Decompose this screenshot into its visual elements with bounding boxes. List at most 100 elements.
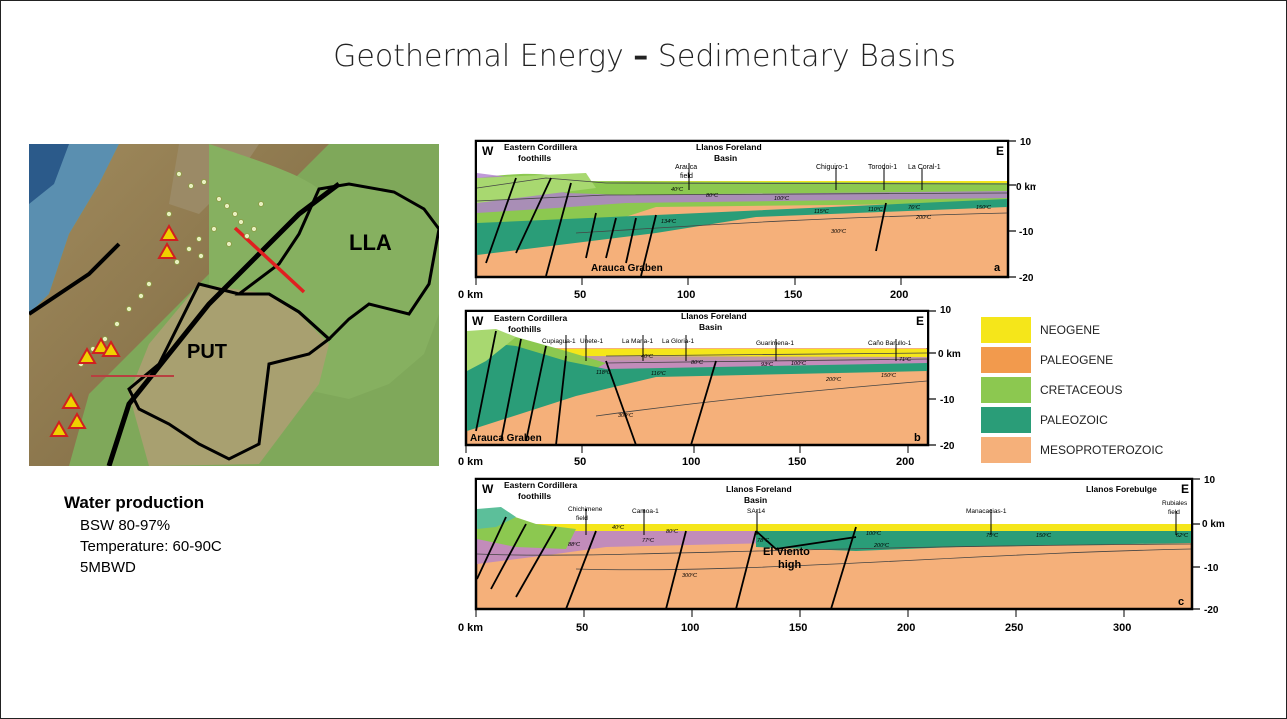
well-rubiales: Rubiales — [1162, 500, 1188, 507]
svg-text:71ºC: 71ºC — [899, 356, 911, 363]
andes-mountains — [29, 144, 329, 466]
depth-axis — [1191, 478, 1200, 610]
svg-text:62ºC: 62ºC — [1176, 532, 1188, 539]
depth-tick-10: 10 — [940, 305, 952, 316]
legend-swatch-neogene — [981, 317, 1031, 343]
paleogene-layer — [477, 173, 1007, 213]
slide-title: Geothermal Energy – Sedimentary Basins — [1, 39, 1287, 74]
x-tick-100: 100 — [681, 622, 699, 634]
sea-area — [29, 144, 119, 314]
depth-tick-m10: -10 — [1204, 563, 1219, 574]
svg-text:75ºC: 75ºC — [986, 532, 998, 539]
svg-text:40ºC: 40ºC — [641, 353, 653, 360]
region-llanos: Llanos Foreland — [696, 142, 762, 152]
legend-swatch-mesoproterozoic — [981, 437, 1031, 463]
water-production-info: Water production BSW 80-97% Temperature:… — [64, 493, 222, 578]
isotherm-80 — [605, 358, 928, 364]
svg-text:300ºC: 300ºC — [618, 412, 633, 419]
isotherm-200 — [476, 543, 1192, 556]
basin-map: LLA PUT — [29, 144, 439, 466]
svg-text:200ºC: 200ºC — [915, 214, 931, 221]
svg-text:200ºC: 200ºC — [873, 542, 889, 549]
svg-text:200ºC: 200ºC — [825, 376, 841, 383]
info-line-volume: 5MBWD — [80, 559, 136, 576]
legend: NEOGENE PALEOGENE CRETACEOUS PALEOZOIC M… — [981, 315, 1163, 465]
high-label-2: high — [778, 559, 801, 571]
well-chichimene-field: field — [576, 515, 588, 522]
svg-text:78ºC: 78ºC — [757, 537, 769, 544]
east-label: E — [916, 314, 924, 328]
graben-label: Arauca Graben — [591, 263, 663, 274]
svg-text:76ºC: 76ºC — [908, 204, 920, 211]
svg-text:88ºC: 88ºC — [568, 541, 580, 548]
depth-tick-10: 10 — [1204, 475, 1216, 486]
isotherm-40 — [605, 352, 928, 357]
isotherm-40 — [476, 177, 1008, 189]
region-cordillera: Eastern Cordillera — [494, 313, 567, 323]
foothills-block — [477, 507, 516, 529]
legend-swatch-paleogene — [981, 347, 1031, 373]
region-foothills: foothills — [518, 153, 551, 163]
well-la-maria: La Maria-1 — [622, 338, 653, 345]
x-tick-100: 100 — [677, 289, 695, 301]
svg-text:300ºC: 300ºC — [682, 572, 697, 579]
x-tick-0: 0 km — [458, 456, 483, 468]
graben-label: Arauca Graben — [470, 433, 542, 444]
depth-tick-m20: -20 — [940, 441, 955, 452]
well-torodoi: Torodoi-1 — [868, 164, 897, 171]
x-tick-200: 200 — [897, 622, 915, 634]
temperature-labels: 40ºC 80ºC 100ºC 134ºC 115ºC 110ºC 76ºC 2… — [661, 186, 991, 235]
depth-axis — [1007, 140, 1016, 278]
neogene-layer — [536, 524, 1191, 531]
svg-text:150ºC: 150ºC — [1036, 532, 1051, 539]
x-tick-50: 50 — [576, 622, 588, 634]
west-label: W — [472, 314, 484, 328]
put-boundary — [127, 282, 332, 461]
title-dash: – — [633, 39, 649, 74]
temperature-labels: 40ºC 80ºC 88ºC 77ºC 78ºC 100ºC 200ºC 75º… — [568, 524, 1188, 579]
legend-item-cretaceous: CRETACEOUS — [981, 375, 1163, 405]
isotherm-300 — [575, 548, 1192, 571]
paleozoic-layer — [477, 199, 1007, 255]
legend-label-neogene: NEOGENE — [1040, 323, 1101, 337]
well-la-coral: La Coral-1 — [908, 164, 941, 171]
svg-text:100ºC: 100ºC — [791, 360, 806, 367]
coast-boundary — [29, 242, 121, 316]
x-tick-200: 200 — [896, 456, 914, 468]
x-tick-150: 150 — [789, 622, 807, 634]
faults — [476, 516, 857, 610]
x-tick-50: 50 — [574, 289, 586, 301]
x-tick-0: 0 km — [458, 289, 483, 301]
legend-label-paleozoic: PALEOZOIC — [1040, 413, 1108, 427]
cross-section-b: W E Eastern Cordillera foothills Llanos … — [458, 305, 961, 468]
x-tick-150: 150 — [788, 456, 806, 468]
region-basin: Basin — [714, 153, 737, 163]
panel-label: b — [914, 432, 921, 444]
well-chiguiro: Chiguiro-1 — [816, 164, 848, 171]
cretaceous-layer — [477, 173, 1007, 245]
x-axis — [465, 445, 909, 453]
legend-swatch-paleozoic — [981, 407, 1031, 433]
deep-sea-area — [29, 144, 69, 204]
depth-tick-m10: -10 — [1019, 227, 1034, 238]
depth-tick-0: 0 km — [1202, 519, 1225, 530]
isotherm-300 — [575, 212, 1008, 234]
panel-label: c — [1178, 596, 1184, 608]
cross-section-c: W E Eastern Cordillera foothills Llanos … — [458, 475, 1225, 634]
info-line-temperature: Temperature: 60-90C — [80, 538, 222, 555]
well-la-gloria: La Gloria-1 — [662, 338, 695, 345]
legend-label-paleogene: PALEOGENE — [1040, 353, 1114, 367]
paleozoic-layer — [756, 531, 1191, 551]
legend-item-neogene: NEOGENE — [981, 315, 1163, 345]
x-tick-0: 0 km — [458, 622, 483, 634]
high-label: El Viento — [763, 546, 810, 558]
putumayo-basin — [129, 284, 329, 466]
depth-tick-0: 0 km — [938, 349, 961, 360]
svg-text:80ºC: 80ºC — [666, 528, 678, 535]
x-tick-50: 50 — [574, 456, 586, 468]
region-basin: Basin — [744, 495, 767, 505]
title-main: Geothermal Energy — [333, 39, 624, 74]
well-arauca: Arauca — [675, 164, 697, 171]
depth-tick-m20: -20 — [1204, 605, 1219, 616]
